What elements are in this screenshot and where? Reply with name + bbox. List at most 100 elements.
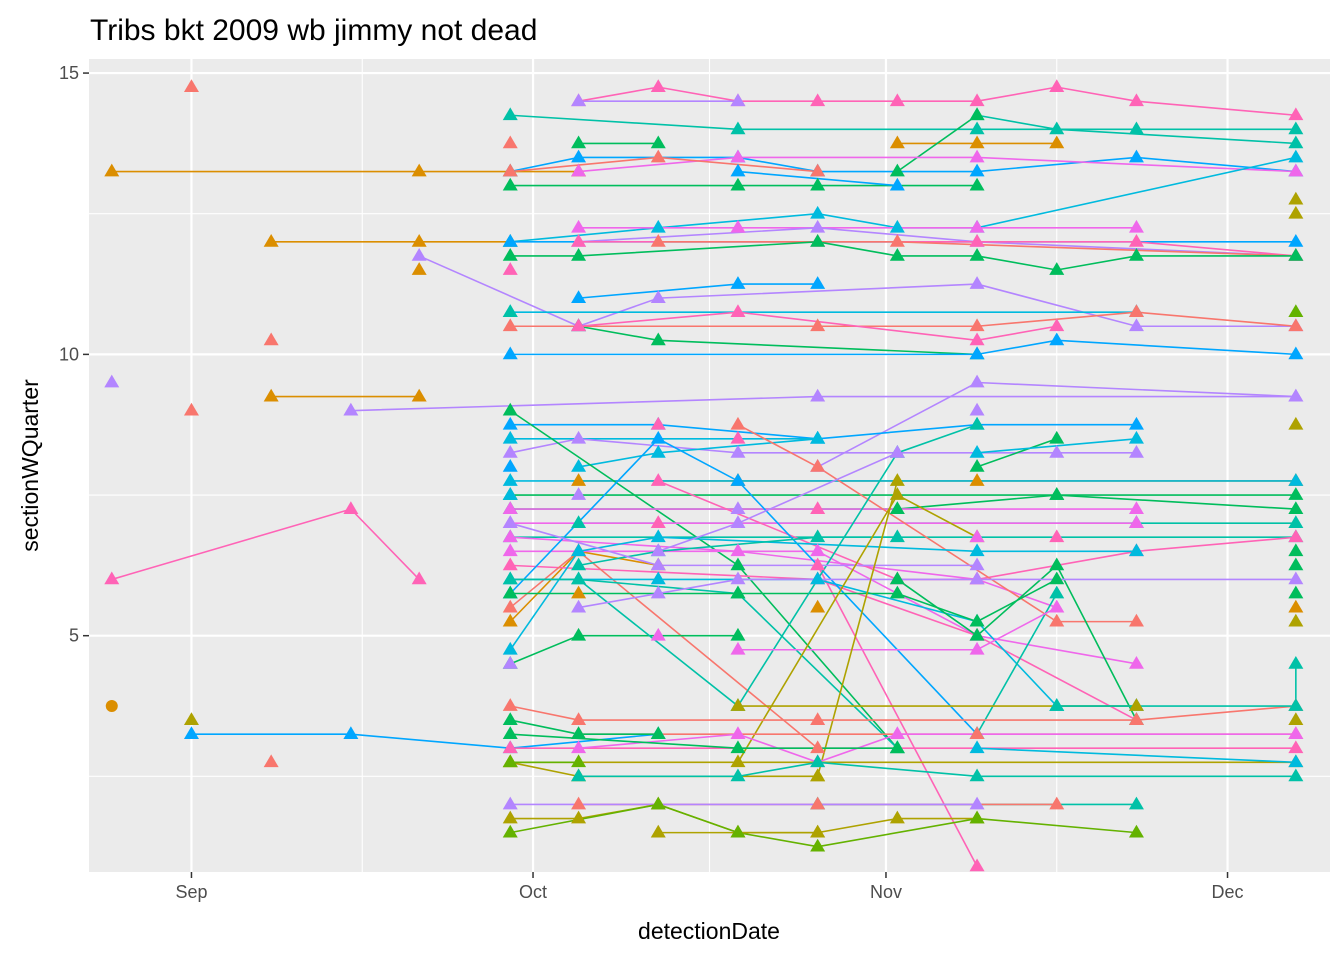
data-point-triangle	[650, 515, 666, 529]
chart-title: Tribs bkt 2009 wb jimmy not dead	[90, 14, 537, 47]
data-point-triangle	[889, 501, 905, 514]
y-axis-title: sectionWQuarter	[17, 379, 43, 552]
data-point-triangle	[571, 135, 587, 149]
data-point-triangle	[1049, 79, 1065, 93]
data-point-triangle	[730, 515, 746, 529]
y-tick-label: 10	[59, 344, 79, 364]
data-point-triangle	[889, 219, 905, 233]
data-point-triangle	[650, 149, 666, 163]
data-point-circle	[105, 700, 118, 713]
data-point-triangle	[1288, 571, 1304, 585]
data-point-triangle	[730, 740, 746, 754]
data-point-triangle	[183, 726, 199, 740]
data-point-triangle	[1288, 107, 1304, 121]
data-point-triangle	[810, 543, 826, 557]
data-point-triangle	[1288, 135, 1304, 149]
data-point-triangle	[104, 374, 120, 388]
data-point-triangle	[502, 318, 518, 332]
data-point-triangle	[969, 276, 985, 289]
data-point-triangle	[650, 824, 666, 838]
data-point-triangle	[1288, 740, 1304, 754]
data-point-triangle	[571, 627, 587, 641]
data-point-triangle	[969, 93, 985, 107]
data-point-triangle	[502, 726, 518, 740]
series-line-28	[510, 241, 1296, 271]
series-line-54	[510, 564, 1137, 721]
data-point-triangle	[571, 571, 587, 585]
data-point-triangle	[730, 557, 746, 571]
data-point-triangle	[571, 219, 587, 233]
data-point-triangle	[889, 163, 905, 177]
data-point-triangle	[502, 430, 518, 444]
data-point-triangle	[730, 177, 746, 191]
data-point-triangle	[1288, 149, 1304, 163]
data-point-triangle	[1288, 712, 1304, 725]
data-point-triangle	[889, 93, 905, 107]
data-point-triangle	[1049, 332, 1065, 346]
data-point-triangle	[810, 276, 826, 289]
data-point-triangle	[889, 740, 905, 754]
data-point-triangle	[1049, 571, 1065, 585]
x-tick-label: Nov	[870, 882, 902, 902]
data-point-triangle	[502, 248, 518, 261]
data-point-triangle	[969, 557, 985, 571]
data-point-triangle	[502, 304, 518, 318]
data-point-triangle	[730, 726, 746, 740]
data-point-triangle	[502, 529, 518, 543]
series-line-59	[509, 437, 978, 735]
data-point-triangle	[969, 543, 985, 557]
data-point-triangle	[1049, 121, 1065, 135]
data-point-triangle	[1288, 599, 1304, 613]
data-point-triangle	[411, 233, 427, 247]
data-point-triangle	[810, 838, 826, 852]
data-point-triangle	[1288, 585, 1304, 599]
data-point-triangle	[1049, 444, 1065, 458]
data-point-triangle	[730, 276, 746, 289]
data-point-triangle	[263, 388, 279, 402]
data-point-triangle	[810, 754, 826, 768]
data-point-triangle	[1288, 388, 1304, 402]
data-point-triangle	[411, 248, 427, 261]
data-point-triangle	[730, 627, 746, 641]
data-point-triangle	[502, 824, 518, 838]
data-point-triangle	[1128, 416, 1144, 430]
data-point-triangle	[571, 430, 587, 444]
data-point-triangle	[502, 754, 518, 768]
tick-labels: Sep Oct Nov Dec 5 10 15	[59, 63, 1244, 902]
data-point-triangle	[502, 655, 518, 669]
data-point-triangle	[1128, 444, 1144, 458]
data-point-triangle	[730, 444, 746, 458]
data-point-triangle	[502, 740, 518, 754]
data-point-triangle	[1288, 515, 1304, 529]
series-line-34	[578, 311, 1057, 342]
data-point-triangle	[650, 543, 666, 557]
data-point-triangle	[650, 444, 666, 458]
data-point-triangle	[810, 318, 826, 332]
data-point-triangle	[969, 768, 985, 782]
data-point-triangle	[969, 374, 985, 388]
data-point-triangle	[1128, 93, 1144, 107]
data-point-triangle	[969, 332, 985, 346]
data-point-triangle	[650, 571, 666, 585]
data-point-triangle	[502, 135, 518, 149]
data-point-triangle	[571, 233, 587, 247]
data-point-triangle	[1128, 712, 1144, 725]
data-point-triangle	[411, 262, 427, 275]
y-tick-label: 15	[59, 63, 79, 83]
data-point-triangle	[1128, 304, 1144, 318]
data-point-triangle	[969, 177, 985, 191]
data-point-triangle	[969, 402, 985, 416]
data-point-triangle	[1049, 529, 1065, 543]
data-point-triangle	[571, 557, 587, 571]
data-point-triangle	[1049, 796, 1065, 810]
data-point-triangle	[889, 585, 905, 599]
data-point-triangle	[1288, 318, 1304, 332]
data-point-triangle	[1288, 768, 1304, 782]
data-point-triangle	[650, 219, 666, 233]
x-tick-label: Sep	[175, 882, 207, 902]
series-line-65	[976, 593, 1058, 735]
data-point-triangle	[969, 163, 985, 177]
data-point-triangle	[730, 698, 746, 711]
data-point-triangle	[502, 473, 518, 486]
data-point-triangle	[502, 515, 518, 529]
